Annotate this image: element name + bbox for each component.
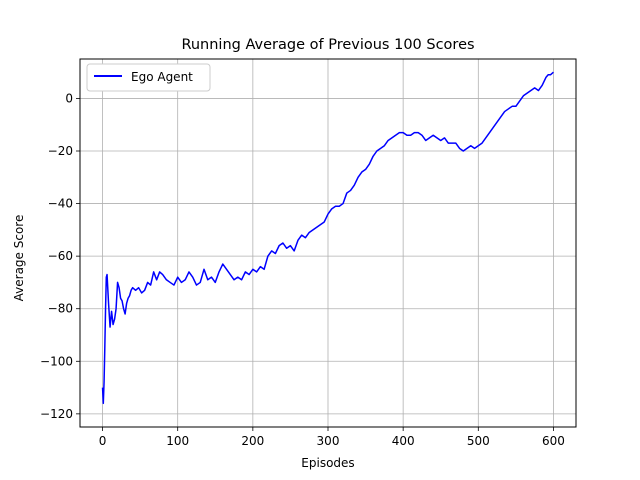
x-axis: 0 100 200 300 400 500 600	[99, 427, 565, 448]
series-layer	[101, 71, 554, 405]
legend-label: Ego Agent	[131, 70, 193, 84]
y-tick-label: −120	[40, 407, 73, 421]
y-axis-label: Average Score	[12, 215, 26, 302]
chart-title: Running Average of Previous 100 Scores	[181, 37, 474, 53]
x-tick-label: 100	[166, 434, 189, 448]
y-tick-label: −60	[48, 249, 73, 263]
y-axis: −120 −100 −80 −60 −40 −20 0	[40, 91, 80, 421]
x-tick-label: 500	[467, 434, 490, 448]
x-axis-label: Episodes	[301, 456, 354, 470]
x-tick-label: 200	[241, 434, 264, 448]
legend-box	[86, 63, 211, 92]
grid	[80, 59, 576, 427]
x-tick-label: 400	[392, 434, 415, 448]
y-tick-label: −80	[48, 302, 73, 316]
x-tick-label: 300	[317, 434, 340, 448]
y-tick-label: −100	[40, 354, 73, 368]
y-tick-label: −20	[48, 144, 73, 158]
series-line	[101, 71, 554, 405]
x-tick-label: 600	[542, 434, 565, 448]
y-tick-label: −40	[48, 197, 73, 211]
x-tick-label: 0	[99, 434, 107, 448]
legend: Ego Agent	[86, 63, 211, 92]
y-tick-label: 0	[65, 91, 73, 105]
